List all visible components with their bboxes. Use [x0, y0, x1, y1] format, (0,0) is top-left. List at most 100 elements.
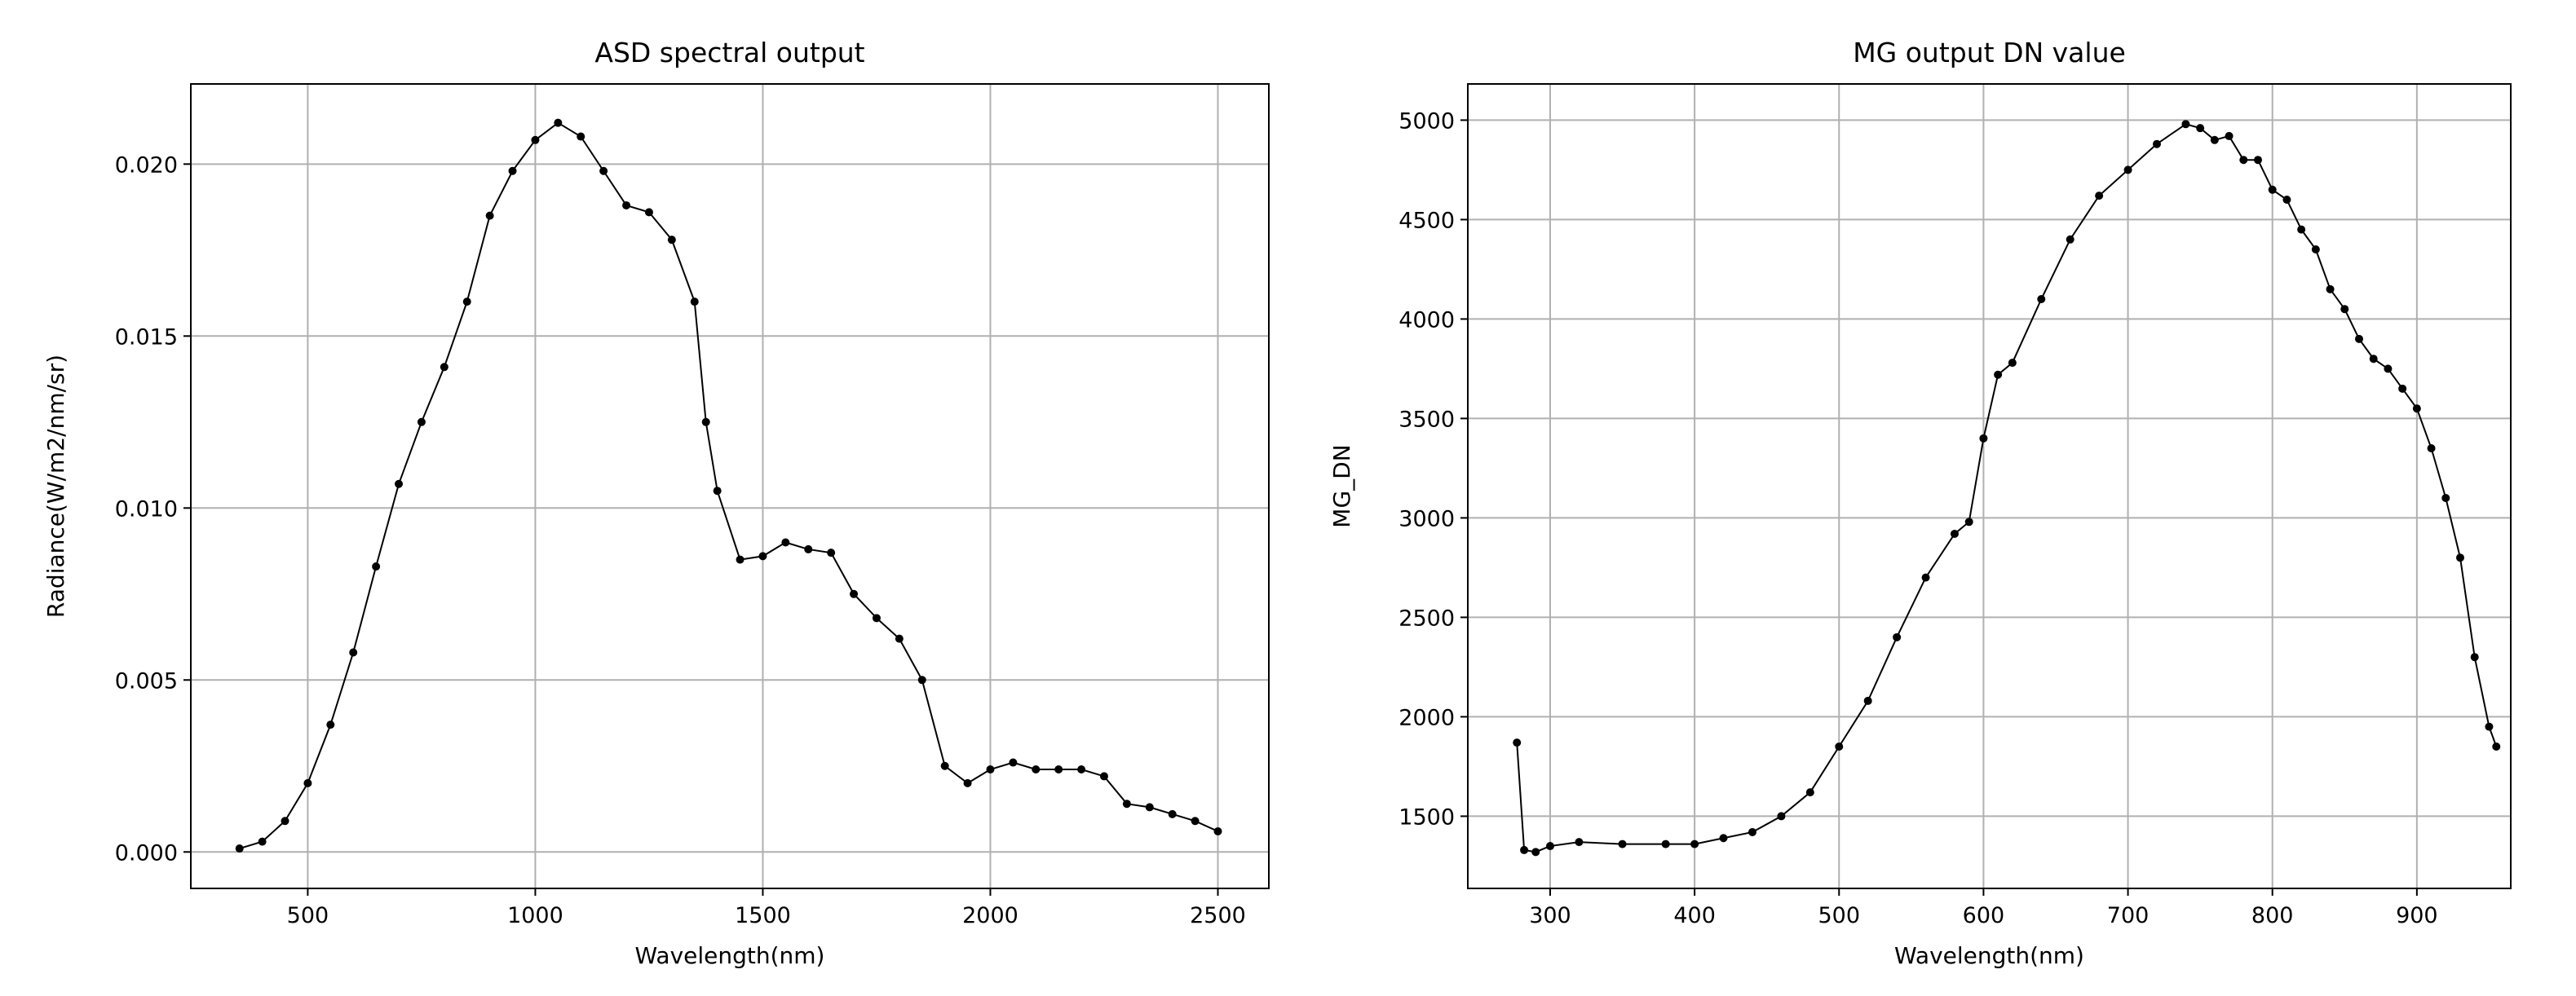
data-point: [895, 634, 904, 643]
data-point: [804, 544, 813, 553]
x-tick-label: 700: [2107, 903, 2150, 928]
data-point: [1777, 812, 1786, 821]
data-point: [2369, 355, 2378, 364]
data-point: [1520, 845, 1529, 854]
data-point: [1077, 765, 1086, 773]
x-tick-label: 800: [2251, 903, 2294, 928]
data-point: [1575, 838, 1584, 847]
data-point: [2282, 196, 2291, 205]
x-axis-label: Wavelength(nm): [1894, 942, 2084, 969]
data-point: [577, 132, 585, 141]
y-tick-label: 0.005: [115, 668, 178, 694]
data-point: [622, 201, 631, 209]
data-point: [554, 118, 563, 127]
data-point: [1191, 817, 1200, 826]
data-point: [2225, 131, 2234, 140]
data-point: [2492, 743, 2501, 751]
data-point: [1893, 632, 1902, 641]
data-point: [2340, 305, 2349, 314]
data-point: [1835, 743, 1844, 751]
data-point: [986, 765, 995, 773]
x-axis-label: Wavelength(nm): [635, 942, 825, 969]
data-point: [349, 648, 358, 657]
x-tick-label: 500: [287, 903, 329, 928]
data-point: [872, 614, 881, 623]
y-axis-label: MG_DN: [1328, 444, 1355, 527]
y-tick-label: 0.020: [115, 152, 178, 178]
data-point: [2412, 404, 2421, 413]
x-tick-label: 500: [1818, 903, 1860, 928]
data-point: [1054, 765, 1063, 773]
data-point: [235, 844, 244, 853]
y-tick-label: 3500: [1398, 407, 1455, 432]
data-point: [508, 166, 517, 175]
x-tick-label: 2000: [962, 903, 1018, 928]
data-point: [1099, 772, 1108, 781]
chart-title: MG output DN value: [1853, 37, 2126, 68]
data-point: [1122, 800, 1131, 809]
data-point: [1032, 765, 1041, 773]
data-point: [2441, 494, 2450, 503]
data-point: [1748, 827, 1756, 836]
data-point: [1213, 826, 1222, 835]
x-tick-label: 400: [1673, 903, 1716, 928]
data-point: [713, 487, 722, 496]
plot-frame: [1467, 83, 2512, 889]
data-point: [2210, 135, 2219, 144]
data-point: [440, 363, 448, 372]
x-tick-label: 1500: [735, 903, 791, 928]
y-tick-label: 0.000: [115, 840, 178, 866]
data-point: [644, 208, 653, 217]
data-point: [1009, 758, 1018, 767]
data-point: [2311, 245, 2320, 254]
data-point: [736, 555, 745, 564]
data-point: [2427, 444, 2436, 453]
data-point: [2485, 722, 2494, 731]
data-point: [1994, 370, 2003, 379]
data-point: [281, 817, 289, 826]
data-point: [940, 761, 949, 770]
data-point: [781, 538, 790, 547]
data-point: [2008, 359, 2017, 368]
data-point: [1545, 842, 1554, 851]
data-line: [1516, 123, 2498, 853]
data-point: [701, 417, 710, 426]
data-point: [1145, 803, 1154, 812]
x-tick-label: 600: [1963, 903, 2005, 928]
data-point: [667, 236, 676, 245]
y-tick-label: 2500: [1398, 606, 1455, 631]
data-point: [1979, 434, 1988, 443]
data-point: [1719, 834, 1728, 843]
data-point: [1690, 840, 1699, 848]
x-tick-label: 2500: [1190, 903, 1246, 928]
y-axis-label: Radiance(W/m2/nm/sr): [42, 355, 69, 618]
chart-title: ASD spectral output: [594, 37, 864, 68]
data-point: [2297, 225, 2306, 234]
y-tick-label: 3000: [1398, 506, 1455, 531]
data-point: [599, 166, 608, 175]
data-point: [462, 297, 471, 306]
y-tick-label: 0.015: [115, 324, 178, 350]
data-point: [2326, 284, 2335, 293]
data-point: [963, 778, 972, 787]
data-point: [1661, 840, 1670, 848]
data-point: [1805, 788, 1814, 797]
data-point: [485, 211, 494, 220]
data-point: [2354, 334, 2363, 343]
data-point: [1618, 840, 1627, 848]
data-point: [417, 417, 426, 426]
data-point: [2470, 653, 2479, 662]
y-tick-label: 1500: [1398, 804, 1455, 830]
data-point: [827, 549, 836, 557]
data-point: [917, 676, 926, 685]
data-point: [2455, 553, 2464, 562]
y-tick-label: 4500: [1398, 208, 1455, 233]
y-tick-label: 5000: [1398, 108, 1455, 134]
data-point: [2037, 295, 2046, 304]
data-line: [239, 121, 1218, 850]
data-point: [1168, 809, 1177, 818]
data-point: [2152, 139, 2161, 148]
y-tick-label: 0.010: [115, 496, 178, 522]
data-point: [258, 837, 267, 846]
